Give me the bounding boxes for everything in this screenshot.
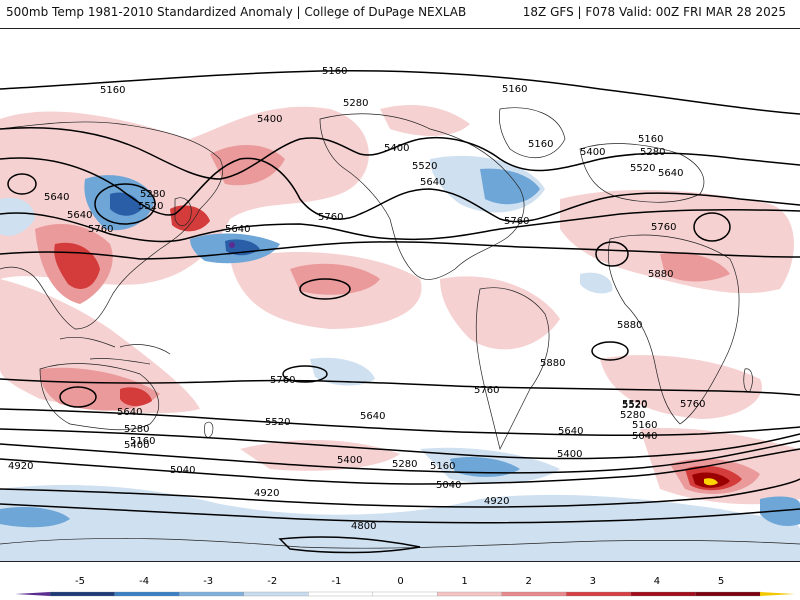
colorbar: -5 -4 -3 -2 -1 0 1 2 3 4 5 (15, 576, 795, 597)
contour-label: 5760 (504, 216, 529, 227)
colorbar-tick-label: -1 (331, 576, 341, 587)
anomaly-map: 5160 5160 5160 5280 5400 5400 5520 5640 … (0, 28, 800, 562)
contour-label: 5520 (622, 400, 647, 411)
colorbar-segment (114, 591, 180, 597)
max-warm-anomaly (704, 478, 718, 486)
colorbar-tick-label: 2 (526, 576, 532, 587)
contour-label: 5160 (528, 139, 553, 150)
anomaly-shading (0, 104, 800, 561)
contour-label: 5400 (337, 455, 362, 466)
colorbar-tick-label: 0 (397, 576, 403, 587)
model-valid-time: 18Z GFS | F078 Valid: 00Z FRI MAR 28 202… (522, 5, 786, 19)
colorbar-arrow-left (15, 592, 50, 596)
contour-label: 5520 (138, 201, 163, 212)
contour-label: 5160 (430, 461, 455, 472)
contour-label: 5400 (557, 449, 582, 460)
contour-label: 5280 (640, 147, 665, 158)
contour-label: 5160 (638, 134, 663, 145)
contour-label: 5040 (436, 480, 461, 491)
contour-label: 5760 (88, 224, 113, 235)
contour-label: 5400 (580, 147, 605, 158)
extreme-cold-anomaly (229, 242, 235, 248)
colorbar-segment (178, 591, 245, 597)
geopotential-height-contours (0, 69, 800, 554)
contour-label: 5760 (318, 212, 343, 223)
contour-label: 5520 (622, 399, 647, 410)
contour-label: 5520 (630, 163, 655, 174)
colorbar-tick-label: 4 (654, 576, 660, 587)
coastlines (0, 107, 800, 549)
contour-label: 5400 (384, 143, 409, 154)
contour-label: 5880 (648, 269, 673, 280)
contour-label: 5520 (412, 161, 437, 172)
colorbar-segment (243, 591, 309, 597)
colorbar-segment (308, 591, 374, 597)
contour-label: 5280 (392, 459, 417, 470)
colorbar-segment (49, 591, 116, 597)
contour-label: 4920 (8, 461, 33, 472)
contour-label: 5520 (265, 417, 290, 428)
contour-label: 5640 (658, 168, 683, 179)
contour-label: 5280 (124, 424, 149, 435)
colorbar-tick-label: -5 (75, 576, 85, 587)
contour-label: 5400 (124, 440, 149, 451)
colorbar-segment (630, 591, 697, 597)
colorbar-tick-label: -3 (203, 576, 213, 587)
colorbar-segment (501, 591, 568, 597)
contour-label: 5760 (270, 375, 295, 386)
contour-label: 5160 (322, 66, 347, 77)
weak-warm-anomaly (0, 104, 800, 505)
contour-label: 5880 (540, 358, 565, 369)
contour-label: 4800 (351, 521, 376, 532)
contour-label: 5280 (140, 189, 165, 200)
contour-label: 5160 (100, 85, 125, 96)
map-title: 500mb Temp 1981-2010 Standardized Anomal… (6, 5, 467, 19)
colorbar-tick-label: -4 (139, 576, 149, 587)
colorbar-segments (15, 591, 795, 597)
colorbar-tick-labels: -5 -4 -3 -2 -1 0 1 2 3 4 5 (75, 576, 724, 587)
contour-label: 4920 (484, 496, 509, 507)
colorbar-arrow-right (760, 592, 795, 596)
contour-label: 5760 (680, 399, 705, 410)
contour-label: 5760 (474, 385, 499, 396)
contour-label: 5760 (651, 222, 676, 233)
contour-label: 5640 (558, 426, 583, 437)
contour-label: 5040 (170, 465, 195, 476)
contour-label: 5280 (343, 98, 368, 109)
contour-label: 5160 (632, 420, 657, 431)
contour-label: 5040 (632, 431, 657, 442)
colorbar-tick-label: 5 (718, 576, 724, 587)
contour-label: 5880 (617, 320, 642, 331)
contour-labels: 5160 5160 5160 5280 5400 5400 5520 5640 … (8, 66, 705, 532)
contour-label: 5640 (420, 177, 445, 188)
contour-label: 5280 (620, 410, 645, 421)
contour-label: 5640 (117, 407, 142, 418)
contour-label: 5640 (360, 411, 385, 422)
contour-label: 4920 (254, 488, 279, 499)
contour-label: 5400 (257, 114, 282, 125)
colorbar-tick-label: -2 (267, 576, 277, 587)
contour-label: 5160 (502, 84, 527, 95)
contour-label: 5160 (130, 436, 155, 447)
colorbar-segment (437, 591, 503, 597)
colorbar-segment (695, 591, 761, 597)
contour-label: 5640 (67, 210, 92, 221)
contour-label: 5640 (44, 192, 69, 203)
colorbar-tick-label: 1 (461, 576, 467, 587)
contour-label: 5640 (225, 224, 250, 235)
colorbar-segment (566, 591, 632, 597)
colorbar-tick-label: 3 (590, 576, 596, 587)
colorbar-segment (372, 591, 438, 597)
